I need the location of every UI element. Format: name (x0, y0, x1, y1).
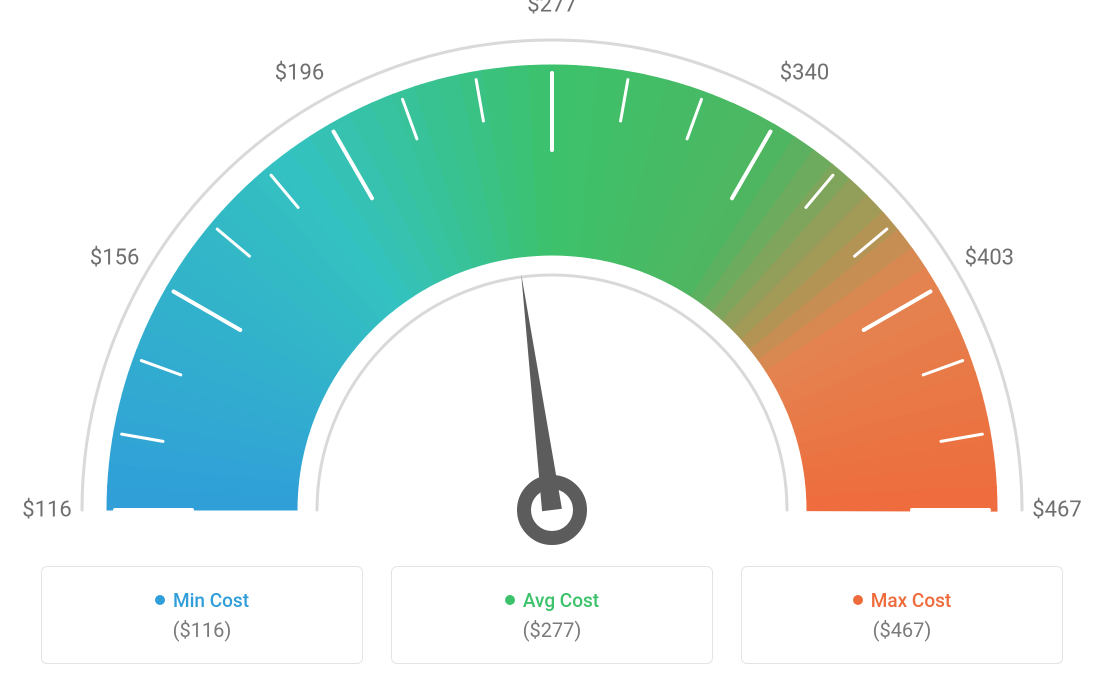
avg-cost-dot (505, 595, 515, 605)
min-cost-dot (155, 595, 165, 605)
avg-cost-card: Avg Cost ($277) (391, 566, 713, 664)
summary-card-row: Min Cost ($116) Avg Cost ($277) Max Cost… (0, 566, 1104, 664)
max-cost-label-row: Max Cost (853, 589, 951, 612)
gauge-tick-label: $277 (527, 0, 576, 18)
gauge-tick-label: $196 (275, 60, 324, 85)
max-cost-label: Max Cost (871, 589, 951, 612)
max-cost-card: Max Cost ($467) (741, 566, 1063, 664)
max-cost-dot (853, 595, 863, 605)
avg-cost-label: Avg Cost (523, 589, 599, 612)
gauge-tick-label: $340 (780, 60, 829, 85)
max-cost-value: ($467) (873, 618, 932, 642)
min-cost-label: Min Cost (173, 589, 249, 612)
min-cost-label-row: Min Cost (155, 589, 249, 612)
gauge-svg (0, 0, 1104, 560)
gauge-tick-label: $156 (90, 245, 139, 270)
min-cost-value: ($116) (173, 618, 232, 642)
min-cost-card: Min Cost ($116) (41, 566, 363, 664)
avg-cost-value: ($277) (523, 618, 582, 642)
gauge-tick-label: $467 (1032, 498, 1081, 523)
avg-cost-label-row: Avg Cost (505, 589, 599, 612)
gauge-tick-label: $116 (22, 498, 71, 523)
gauge-tick-label: $403 (965, 245, 1014, 270)
gauge-cost-chart: $116 $156 $196 $277 $340 $403 $467 Min Cost ($… (0, 0, 1104, 690)
